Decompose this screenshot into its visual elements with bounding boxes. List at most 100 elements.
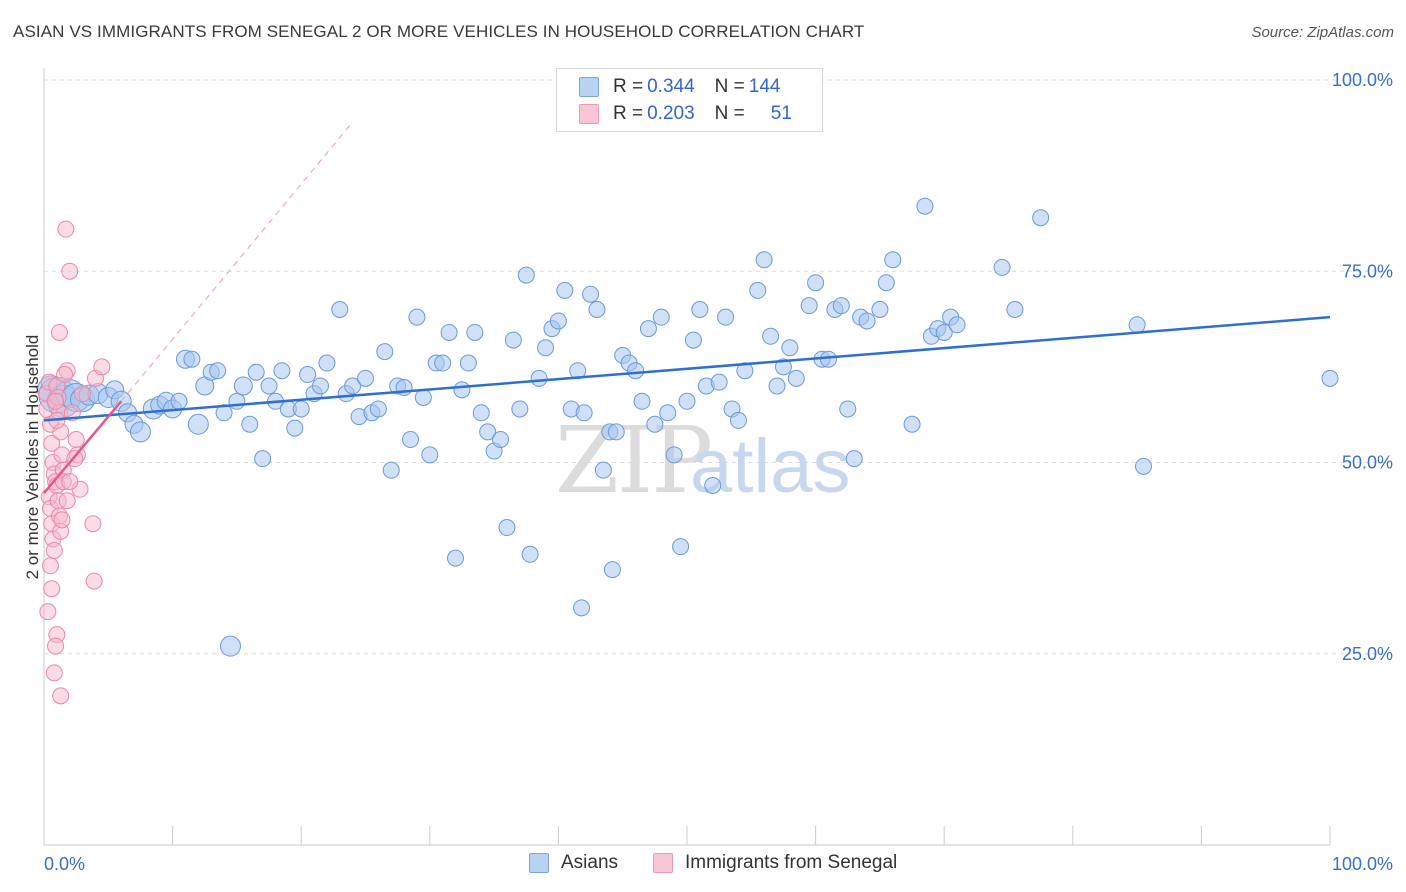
asian-point bbox=[768, 377, 786, 395]
asian-point bbox=[665, 446, 683, 464]
asian-point bbox=[877, 274, 895, 292]
asian-point bbox=[935, 323, 953, 341]
asian-point bbox=[594, 461, 612, 479]
asian-point bbox=[434, 354, 452, 372]
asian-point bbox=[549, 312, 567, 330]
asian-point bbox=[260, 377, 278, 395]
asian-point bbox=[603, 561, 621, 579]
watermark-zip: ZIP bbox=[555, 407, 711, 514]
asian-point bbox=[183, 350, 201, 368]
asian-point bbox=[187, 413, 209, 435]
senegal-trend-line bbox=[43, 400, 123, 494]
asian-point bbox=[311, 377, 329, 395]
senegal-n-value: 51 bbox=[770, 103, 792, 124]
senegal-point bbox=[43, 580, 61, 598]
asian-point bbox=[659, 404, 677, 422]
senegal-point bbox=[57, 220, 75, 238]
senegal-point bbox=[47, 637, 65, 655]
asian-point bbox=[511, 400, 529, 418]
asian-r-value: 0.344 bbox=[647, 76, 695, 97]
asian-point bbox=[717, 308, 735, 326]
asian-point bbox=[858, 312, 876, 330]
asian-point bbox=[357, 369, 374, 387]
asian-point bbox=[582, 285, 600, 303]
asian-point bbox=[993, 258, 1011, 276]
asian-n-value: 144 bbox=[748, 76, 781, 97]
asian-point bbox=[787, 369, 805, 387]
senegal-r-value: 0.203 bbox=[647, 103, 695, 124]
asians-legend-label: Asians bbox=[561, 852, 619, 873]
asian-point bbox=[1128, 316, 1146, 334]
asian-point bbox=[1135, 457, 1153, 475]
watermark: ZIP atlas bbox=[555, 407, 851, 514]
senegal-point bbox=[93, 358, 111, 376]
asian-point bbox=[331, 301, 349, 318]
senegal-point bbox=[53, 511, 71, 529]
asian-point bbox=[453, 381, 471, 399]
asian-point bbox=[466, 323, 484, 341]
asian-point bbox=[219, 635, 241, 657]
senegal-point bbox=[58, 492, 76, 510]
asian-point bbox=[440, 323, 458, 341]
asian-point bbox=[318, 354, 336, 372]
senegal-point bbox=[45, 664, 63, 682]
asian-point bbox=[704, 476, 722, 494]
source-label: Source: ZipAtlas.com bbox=[1251, 24, 1394, 41]
asian-point bbox=[1321, 369, 1339, 387]
asian-point bbox=[845, 450, 863, 468]
asian-point bbox=[832, 297, 850, 315]
legend-item-senegal[interactable]: Immigrants from Senegal bbox=[653, 852, 897, 874]
asian-point bbox=[382, 461, 400, 479]
asian-point bbox=[839, 400, 857, 418]
asian-point bbox=[472, 404, 490, 422]
asian-point bbox=[1032, 209, 1050, 227]
asian-point bbox=[729, 411, 747, 429]
asian-point bbox=[800, 297, 818, 315]
asian-point bbox=[755, 251, 773, 269]
senegal-point bbox=[67, 431, 85, 449]
senegal-r-label: R = bbox=[613, 103, 644, 124]
senegal-legend-swatch bbox=[653, 853, 673, 873]
asian-point bbox=[749, 281, 767, 299]
senegal-point bbox=[52, 687, 70, 705]
axes bbox=[43, 68, 1331, 846]
asian-point bbox=[871, 301, 889, 318]
asian-r-label: R = bbox=[613, 76, 644, 97]
senegal-point bbox=[85, 572, 103, 590]
asian-point bbox=[447, 549, 465, 567]
asian-point bbox=[209, 362, 227, 380]
senegal-point bbox=[56, 366, 74, 384]
senegal-legend-label: Immigrants from Senegal bbox=[685, 852, 898, 873]
senegal-point bbox=[41, 557, 59, 575]
asian-point bbox=[402, 431, 420, 449]
asian-point bbox=[479, 423, 497, 441]
asian-trend-line bbox=[43, 315, 1331, 422]
senegal-point bbox=[50, 323, 68, 341]
asian-point bbox=[537, 339, 555, 357]
asian-point bbox=[521, 545, 539, 563]
asian-point bbox=[588, 301, 606, 318]
asian-point bbox=[408, 308, 426, 326]
asian-point bbox=[530, 369, 548, 387]
series-legend: Asians Immigrants from Senegal bbox=[0, 852, 1406, 878]
asian-point bbox=[762, 327, 780, 345]
asian-point bbox=[254, 450, 272, 468]
y-tick-label: 75.0% bbox=[1342, 261, 1393, 281]
asian-point bbox=[492, 431, 510, 449]
asian-point bbox=[344, 377, 362, 395]
asian-point bbox=[884, 251, 902, 269]
asian-point bbox=[517, 266, 535, 284]
asian-point bbox=[273, 362, 291, 380]
legend-item-asians[interactable]: Asians bbox=[529, 852, 618, 874]
asian-n-label: N = bbox=[714, 76, 745, 97]
senegal-point bbox=[61, 262, 79, 280]
asian-point bbox=[627, 362, 645, 380]
legend-row-asian: R = 0.344 N = 144 bbox=[579, 74, 780, 100]
watermark-atlas: atlas bbox=[690, 424, 851, 509]
x-tick-label-max: 100.0% bbox=[1332, 854, 1393, 874]
senegal-point bbox=[74, 385, 92, 403]
asian-point bbox=[573, 599, 591, 617]
asian-point bbox=[633, 392, 651, 410]
asians-legend-swatch bbox=[529, 853, 549, 873]
